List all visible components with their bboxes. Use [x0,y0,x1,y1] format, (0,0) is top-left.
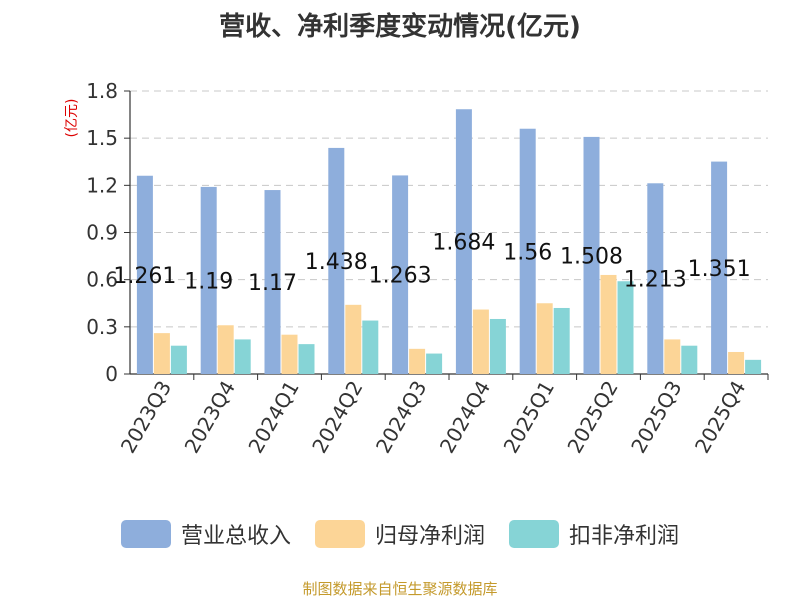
data-label: 1.438 [305,250,368,275]
bar-2024Q2-1[interactable] [345,304,362,374]
data-label: 1.508 [560,244,623,269]
data-label: 1.56 [503,240,552,265]
bar-2024Q4-0[interactable] [455,109,472,374]
x-tick-label: 2025Q1 [499,377,559,458]
legend-label-revenue: 营业总收入 [180,524,291,549]
bar-2024Q4-2[interactable] [489,318,506,374]
y-tick-label: 0.3 [86,315,118,339]
bar-2024Q1-1[interactable] [281,334,298,374]
y-tick-label: 0.6 [86,268,118,292]
legend-swatch-revenue [120,520,171,548]
bar-2025Q4-2[interactable] [745,359,762,374]
bar-2023Q3-1[interactable] [153,333,170,374]
bar-2024Q1-0[interactable] [264,190,281,374]
source-note: 制图数据来自恒生聚源数据库 [302,580,498,598]
x-tick-label: 2023Q3 [116,377,176,458]
bar-2024Q3-1[interactable] [409,348,426,374]
data-label: 1.17 [248,271,297,296]
chart-title: 营收、净利季度变动情况(亿元) [219,12,581,42]
bar-2023Q4-1[interactable] [217,325,234,374]
bar-2025Q1-2[interactable] [553,307,570,374]
bar-2025Q3-0[interactable] [647,183,664,374]
legend-swatch-net-profit [314,520,365,548]
bar-layer [136,109,762,374]
x-tick-label: 2024Q4 [435,377,495,458]
bar-2025Q1-1[interactable] [536,303,553,374]
data-label: 1.19 [184,269,233,294]
x-tick-label: 2024Q3 [371,377,431,458]
bar-2024Q2-2[interactable] [362,320,379,374]
bar-2023Q4-2[interactable] [234,339,251,374]
bar-2024Q4-1[interactable] [472,309,489,374]
legend-item-revenue[interactable]: 营业总收入 [120,518,291,550]
bar-2025Q2-2[interactable] [617,281,634,374]
x-tick-label: 2024Q1 [243,377,303,458]
legend-label-deducted-net-profit: 扣非净利润 [569,524,680,549]
bar-2025Q3-1[interactable] [664,339,681,374]
x-tick-label: 2025Q2 [562,377,622,458]
bar-2024Q3-0[interactable] [392,175,409,374]
bar-2025Q4-0[interactable] [711,161,728,374]
y-tick-label: 1.5 [86,126,118,150]
y-axis-label: (亿元) [64,99,80,138]
bar-2025Q1-0[interactable] [519,128,536,374]
data-label: 1.684 [432,231,495,256]
legend-item-net-profit[interactable]: 归母净利润 [314,518,485,550]
bar-2024Q3-2[interactable] [426,353,443,374]
bar-2025Q2-1[interactable] [600,274,617,374]
data-label: 1.213 [624,268,687,293]
legend-swatch-deducted-net-profit [509,520,559,548]
bar-2023Q4-0[interactable] [200,186,217,374]
data-label: 1.263 [369,264,432,289]
bar-2024Q2-0[interactable] [328,147,345,374]
x-tick-label: 2025Q4 [690,377,750,458]
y-tick-label: 0 [105,362,118,386]
data-label: 1.351 [688,257,751,282]
bar-2025Q2-0[interactable] [583,136,600,374]
legend-item-deducted-net-profit[interactable]: 扣非净利润 [509,518,679,550]
y-tick-label: 0.9 [86,221,118,245]
y-tick-label: 1.8 [86,79,118,103]
bar-2025Q3-2[interactable] [681,345,698,374]
x-tick-label: 2023Q4 [180,377,240,458]
bar-2025Q4-1[interactable] [728,351,745,374]
x-tick-label: 2025Q3 [626,377,686,458]
legend-label-net-profit: 归母净利润 [374,524,485,549]
bar-2023Q3-2[interactable] [170,345,187,374]
y-tick-label: 1.2 [86,173,118,197]
x-tick-label: 2024Q2 [307,377,367,458]
data-label: 1.261 [113,264,176,289]
legend: 营业总收入 归母净利润 扣非净利润 [0,518,800,550]
bar-2023Q3-0[interactable] [136,175,153,374]
bar-2024Q1-2[interactable] [298,344,315,374]
